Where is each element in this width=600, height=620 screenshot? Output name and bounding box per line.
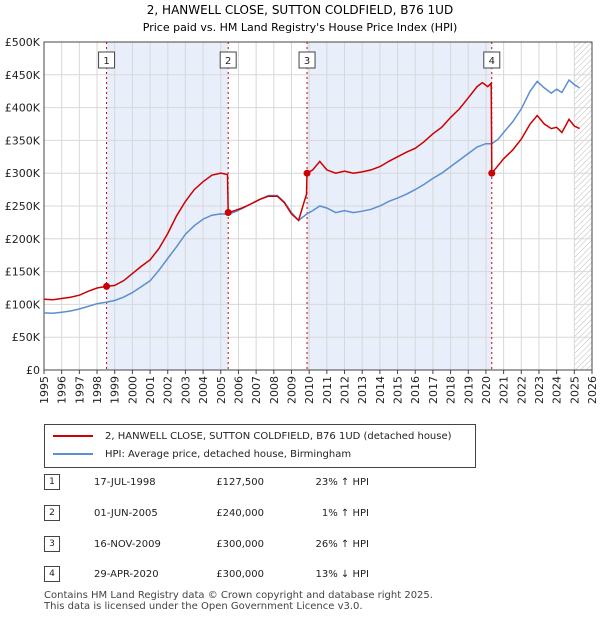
transaction-price: £300,000 — [216, 539, 264, 550]
x-tick-label: 2014 — [374, 376, 387, 404]
sale-label-4: 4 — [489, 56, 495, 67]
x-tick-label: 2011 — [321, 376, 334, 404]
x-tick-label: 2013 — [356, 376, 369, 404]
x-tick-label: 2025 — [568, 376, 581, 404]
transaction-hpi: 26% ↑ HPI — [315, 539, 369, 550]
x-tick-label: 2026 — [586, 376, 599, 404]
footer-line-1: Contains HM Land Registry data © Crown c… — [44, 590, 433, 601]
transaction-hpi: 23% ↑ HPI — [315, 477, 369, 488]
x-tick-label: 2010 — [303, 376, 316, 404]
y-tick-label: £300K — [5, 167, 41, 180]
y-tick-label: £0 — [26, 364, 40, 377]
x-tick-label: 2012 — [339, 376, 352, 404]
sale-point-3 — [303, 169, 311, 177]
legend-swatch-property — [53, 435, 93, 437]
transaction-date: 29-APR-2020 — [94, 569, 159, 580]
transaction-number: 2 — [44, 505, 60, 521]
chart-subtitle: Price paid vs. HM Land Registry's House … — [143, 21, 458, 34]
x-tick-label: 2007 — [250, 376, 263, 404]
x-tick-label: 2021 — [498, 376, 511, 404]
price-chart: 2, HANWELL CLOSE, SUTTON COLDFIELD, B76 … — [5, 3, 599, 404]
y-tick-label: £400K — [5, 102, 41, 115]
x-tick-label: 2008 — [268, 376, 281, 404]
x-tick-label: 2018 — [445, 376, 458, 404]
x-tick-label: 2016 — [409, 376, 422, 404]
y-tick-label: £200K — [5, 233, 41, 246]
transaction-date: 01-JUN-2005 — [94, 508, 158, 519]
sale-label-3: 3 — [304, 56, 310, 67]
sale-point-4 — [488, 169, 496, 177]
sale-point-1 — [103, 282, 111, 290]
legend-label-property: 2, HANWELL CLOSE, SUTTON COLDFIELD, B76 … — [105, 431, 452, 442]
chart-title: 2, HANWELL CLOSE, SUTTON COLDFIELD, B76 … — [147, 3, 453, 17]
transaction-price: £300,000 — [216, 569, 264, 580]
transaction-number: 3 — [44, 536, 60, 552]
hpi-series-line — [43, 78, 580, 315]
sale-label-2: 2 — [225, 56, 231, 67]
footer-attribution: Contains HM Land Registry data © Crown c… — [44, 590, 433, 612]
x-tick-label: 2004 — [197, 376, 210, 404]
x-tick-label: 2003 — [179, 376, 192, 404]
property-series-line — [43, 81, 580, 301]
x-tick-label: 2017 — [427, 376, 440, 404]
x-tick-label: 2000 — [126, 376, 139, 404]
x-tick-label: 2019 — [462, 376, 475, 404]
sale-label-box-2 — [219, 51, 237, 69]
y-tick-label: £500K — [5, 36, 41, 49]
x-tick-label: 2020 — [480, 376, 493, 404]
y-tick-label: £150K — [5, 266, 41, 279]
transaction-date: 16-NOV-2009 — [94, 539, 161, 550]
transaction-date: 17-JUL-1998 — [94, 477, 156, 488]
transaction-price: £127,500 — [216, 477, 264, 488]
transaction-number: 1 — [44, 474, 60, 490]
x-tick-label: 2005 — [215, 376, 228, 404]
x-tick-label: 2024 — [551, 376, 564, 404]
x-tick-label: 1995 — [38, 376, 51, 404]
footer-line-2: This data is licensed under the Open Gov… — [44, 601, 363, 612]
sale-label-1: 1 — [103, 56, 109, 67]
x-tick-label: 2009 — [285, 376, 298, 404]
y-tick-label: £450K — [5, 69, 41, 82]
transaction-hpi: 1% ↑ HPI — [321, 508, 369, 519]
y-tick-label: £50K — [12, 331, 41, 344]
legend-item-hpi: HPI: Average price, detached house, Birm… — [53, 447, 351, 463]
x-tick-label: 2002 — [162, 376, 175, 404]
sale-label-box-3 — [298, 51, 316, 69]
x-tick-label: 2001 — [144, 376, 157, 404]
x-tick-label: 2023 — [533, 376, 546, 404]
y-tick-label: £100K — [5, 298, 41, 311]
sale-label-box-1 — [98, 51, 116, 69]
sale-point-2 — [224, 209, 232, 217]
legend-swatch-hpi — [53, 453, 93, 455]
transaction-number: 4 — [44, 566, 60, 582]
y-tick-label: £350K — [5, 134, 41, 147]
x-tick-label: 1998 — [91, 376, 104, 404]
x-tick-label: 2015 — [392, 376, 405, 404]
y-tick-label: £250K — [5, 200, 41, 213]
x-tick-label: 1999 — [109, 376, 122, 404]
x-tick-label: 2006 — [232, 376, 245, 404]
plot-border — [43, 41, 593, 371]
x-tick-label: 1996 — [56, 376, 69, 404]
x-tick-label: 1997 — [73, 376, 86, 404]
chart-legend: 2, HANWELL CLOSE, SUTTON COLDFIELD, B76 … — [44, 424, 476, 468]
legend-label-hpi: HPI: Average price, detached house, Birm… — [105, 449, 352, 460]
sale-label-box-4 — [483, 51, 501, 69]
x-tick-label: 2022 — [515, 376, 528, 404]
transaction-hpi: 13% ↓ HPI — [315, 569, 369, 580]
transaction-price: £240,000 — [216, 508, 264, 519]
legend-item-property: 2, HANWELL CLOSE, SUTTON COLDFIELD, B76 … — [53, 429, 452, 445]
